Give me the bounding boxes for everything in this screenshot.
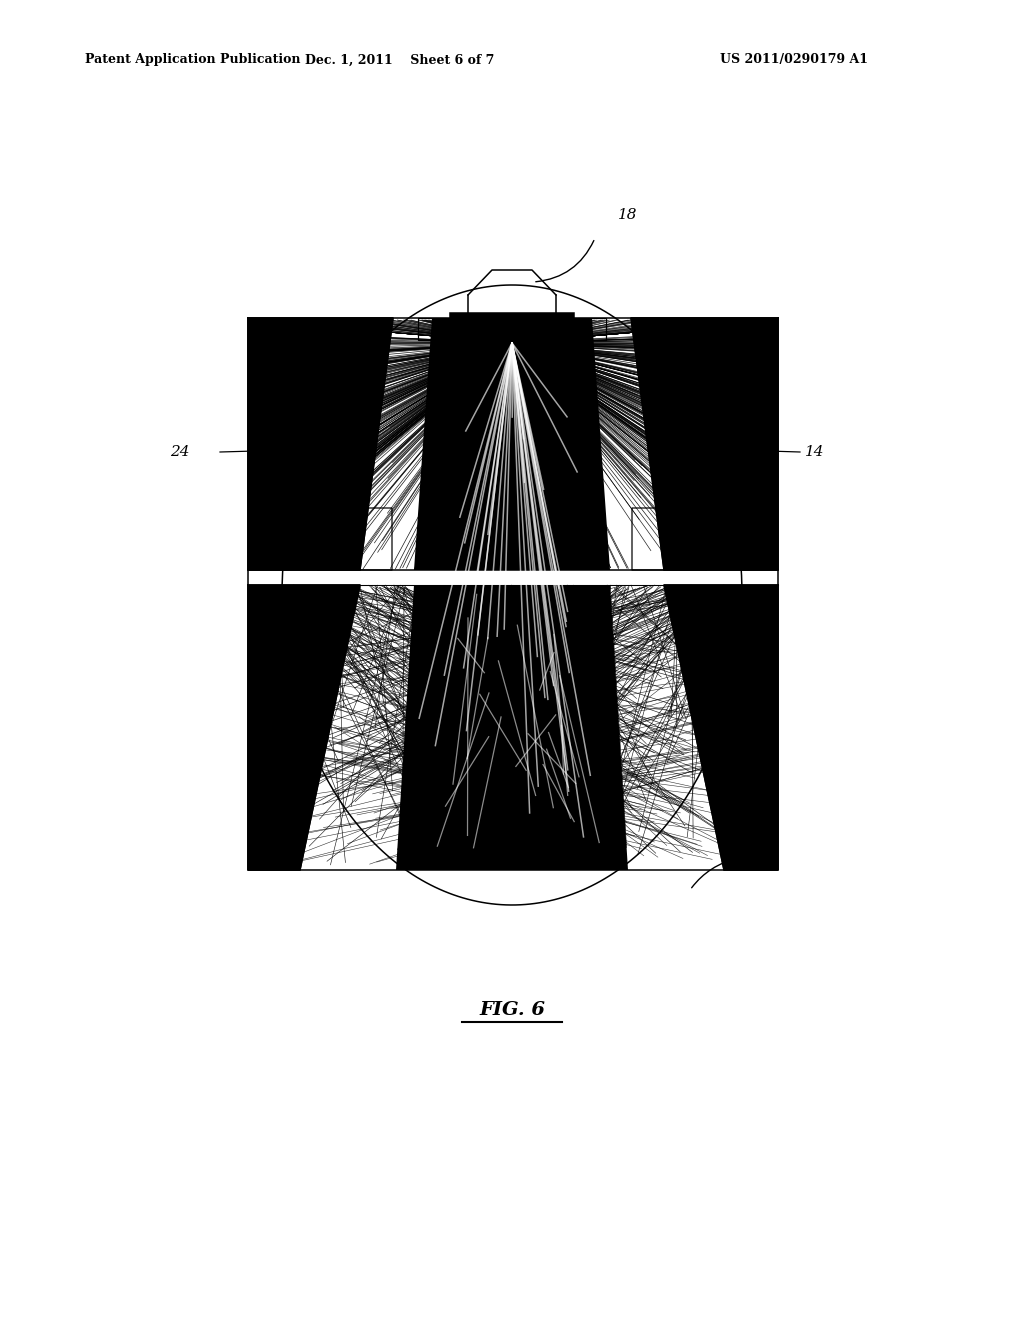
Polygon shape bbox=[248, 318, 393, 570]
Text: 14: 14 bbox=[805, 445, 824, 459]
Bar bbox=[450, 313, 574, 345]
Text: Patent Application Publication: Patent Application Publication bbox=[85, 54, 300, 66]
Text: FIG. 6: FIG. 6 bbox=[479, 1001, 545, 1019]
Text: US 2011/0290179 A1: US 2011/0290179 A1 bbox=[720, 54, 868, 66]
Text: Dec. 1, 2011    Sheet 6 of 7: Dec. 1, 2011 Sheet 6 of 7 bbox=[305, 54, 495, 66]
Text: 18: 18 bbox=[618, 209, 638, 222]
Polygon shape bbox=[631, 318, 778, 570]
Text: 22: 22 bbox=[745, 845, 765, 859]
Polygon shape bbox=[248, 585, 360, 870]
Polygon shape bbox=[414, 318, 610, 570]
Bar bbox=[418, 318, 446, 341]
Polygon shape bbox=[664, 585, 778, 870]
Polygon shape bbox=[396, 585, 628, 870]
Text: 24: 24 bbox=[170, 445, 189, 459]
Bar bbox=[578, 318, 606, 341]
